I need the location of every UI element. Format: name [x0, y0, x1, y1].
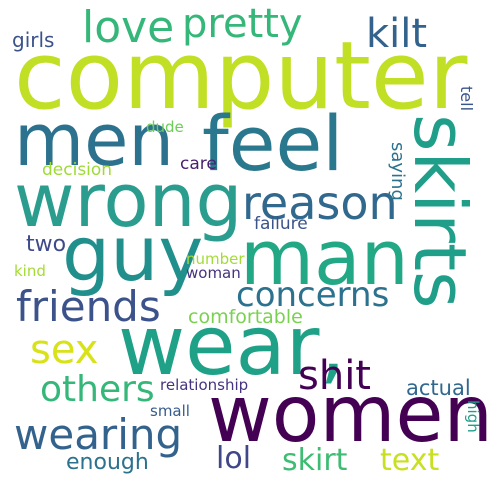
- word-tell: tell: [457, 86, 476, 112]
- word-shit: shit: [298, 353, 371, 399]
- word-others: others: [40, 369, 155, 410]
- word-sex: sex: [30, 327, 99, 373]
- word-lol: lol: [216, 441, 252, 476]
- word-skirt: skirt: [282, 443, 348, 478]
- word-men: men: [14, 98, 175, 182]
- word-dude: dude: [146, 118, 184, 136]
- word-reason: reason: [242, 176, 398, 230]
- word-enough: enough: [66, 450, 149, 475]
- word-feel: feel: [202, 99, 344, 188]
- word-women: women: [208, 370, 492, 460]
- word-guy: guy: [62, 209, 204, 298]
- word-wearing: wearing: [14, 410, 183, 459]
- word-concerns: concerns: [236, 275, 390, 315]
- word-relationship: relationship: [160, 376, 249, 394]
- word-kind: kind: [14, 262, 46, 280]
- word-wear: wear,: [118, 299, 346, 394]
- word-decision: decision: [42, 160, 113, 180]
- word-comfortable: comfortable: [188, 306, 303, 328]
- word-friends: friends: [16, 282, 161, 331]
- word-text: text: [380, 443, 440, 478]
- word-love: love: [82, 2, 175, 53]
- word-man: man: [240, 213, 409, 302]
- word-computer: computer: [14, 22, 468, 131]
- word-pretty: pretty: [182, 1, 303, 47]
- word-woman: woman: [186, 264, 241, 282]
- word-wrong: wrong: [14, 158, 243, 244]
- word-care: care: [180, 154, 217, 174]
- word-small: small: [150, 402, 190, 420]
- word-two: two: [26, 232, 67, 257]
- word-actual: actual: [406, 376, 471, 400]
- word-failure: failure: [254, 214, 308, 234]
- word-high: high: [464, 400, 482, 433]
- word-saying: saying: [387, 142, 408, 201]
- word-skirts: skirts: [398, 114, 482, 309]
- word-kilt: kilt: [366, 11, 428, 57]
- word-number: number: [186, 250, 245, 268]
- word-girls: girls: [12, 28, 55, 52]
